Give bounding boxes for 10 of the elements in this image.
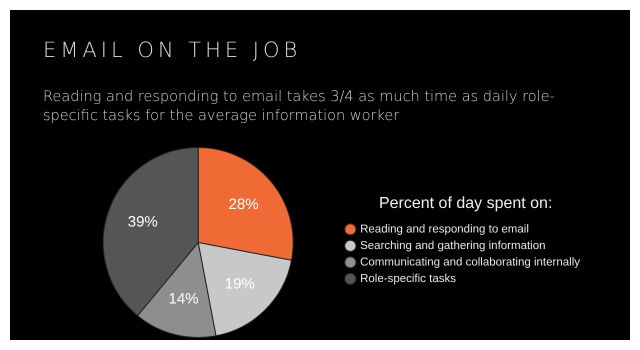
chart-subtitle: Reading and responding to email takes 3/4 as much time as daily role-specific tasks for the average information worker [43, 88, 556, 126]
legend-label: Communicating and collaborating internally [360, 256, 580, 269]
legend-label: Searching and gathering information [360, 240, 546, 252]
data-label: 28% [228, 196, 259, 214]
legend-label: Role-specific tasks [360, 273, 456, 286]
data-label: 14% [168, 290, 199, 308]
chart-title: EMAIL ON THE JOB [43, 38, 302, 62]
legend-label: Reading and responding to email [360, 224, 529, 236]
data-label: 39% [128, 214, 158, 231]
legend-title: Percent of day spent on: [378, 194, 552, 212]
